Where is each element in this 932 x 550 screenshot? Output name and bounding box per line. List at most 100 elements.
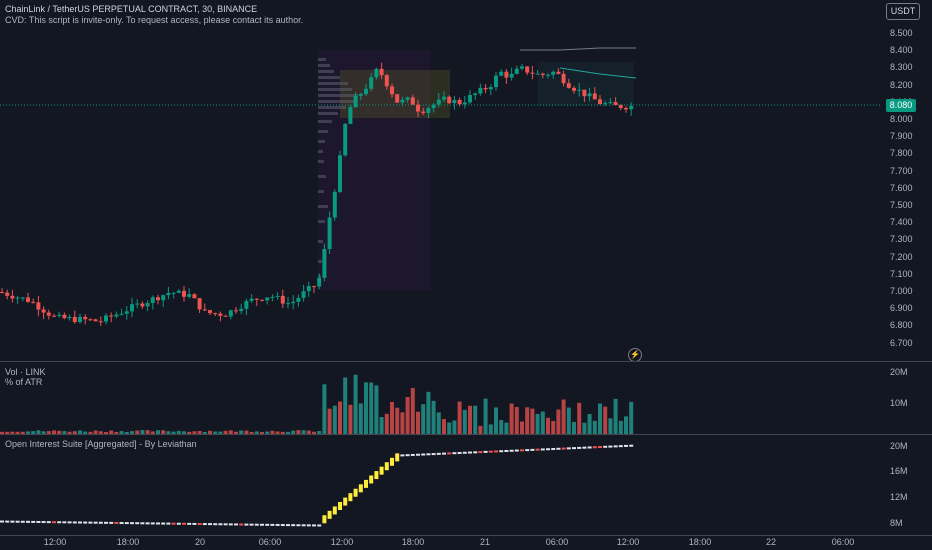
candle-body	[452, 99, 457, 104]
oi-segment	[254, 523, 259, 526]
volume-bar	[520, 421, 524, 434]
oi-segment	[280, 524, 285, 527]
candle-body	[15, 297, 20, 299]
candle-body	[228, 310, 233, 317]
oi-segment	[161, 522, 166, 525]
time-label: 20	[194, 537, 206, 547]
oi-segment	[109, 521, 114, 524]
oi-segment	[98, 521, 103, 524]
oi-segment	[130, 522, 134, 525]
volume-bar	[36, 430, 41, 434]
oi-segment	[504, 449, 509, 452]
price-chart[interactable]	[0, 0, 882, 360]
oi-segment	[202, 523, 207, 526]
candle-body	[603, 103, 608, 105]
volume-bar	[504, 422, 509, 434]
oi-segment	[270, 523, 275, 526]
oi-segment	[166, 522, 171, 525]
candle-body	[62, 314, 67, 319]
oi-segment	[473, 451, 478, 454]
symbol-title[interactable]: ChainLink / TetherUS PERPETUAL CONTRACT,…	[5, 4, 258, 14]
candle-body	[577, 89, 582, 91]
oi-segment	[546, 448, 550, 451]
oi-segment	[234, 523, 238, 526]
volume-bar	[364, 382, 368, 434]
candle-body	[405, 97, 410, 100]
candle-body	[104, 315, 108, 322]
candle-body	[260, 299, 264, 301]
oi-segment	[244, 523, 249, 526]
volume-bar	[192, 431, 197, 434]
oi-segment	[239, 523, 244, 526]
volume-bars[interactable]	[0, 362, 882, 434]
candle-body	[239, 308, 244, 311]
candle-body	[364, 88, 368, 95]
candle-body	[156, 297, 160, 301]
oi-segment	[436, 452, 441, 455]
candle-body	[306, 286, 311, 292]
band-upper	[520, 47, 636, 51]
oi-segment	[197, 522, 202, 525]
price-tick: 8.300	[890, 62, 913, 73]
candle-body	[369, 77, 374, 89]
value-area-box	[340, 70, 450, 118]
candle-body	[332, 191, 337, 218]
candle-body	[431, 104, 436, 109]
oi-title: Open Interest Suite [Aggregated] - By Le…	[5, 439, 197, 449]
volume-bar	[431, 400, 436, 434]
time-label: 12:00	[43, 537, 67, 547]
candle-body	[374, 68, 379, 78]
candle-body	[327, 217, 332, 249]
pane-separator-2[interactable]	[0, 434, 932, 435]
volume-bar	[130, 431, 134, 434]
oi-segment	[338, 502, 342, 510]
volume-bar	[15, 431, 20, 434]
price-axis[interactable]: 8.5008.4008.3008.2008.1008.0007.9007.800…	[882, 0, 932, 360]
volume-bar	[296, 430, 301, 434]
volume-bar	[556, 409, 561, 434]
volume-bar	[348, 404, 353, 434]
volume-bar	[525, 407, 530, 434]
oi-segment	[182, 522, 186, 525]
open-interest-chart[interactable]	[0, 435, 882, 535]
volume-bar	[473, 405, 478, 434]
candle-body	[88, 319, 93, 321]
price-tick: 8.500	[890, 28, 913, 38]
candle-body	[624, 107, 628, 110]
oi-segment	[468, 451, 472, 454]
candle-body	[202, 309, 207, 311]
volume-bar	[182, 431, 186, 434]
oi-segment	[629, 444, 634, 447]
candle-body	[592, 93, 597, 100]
candle-body	[462, 102, 467, 105]
price-tick: 6.900	[890, 303, 913, 314]
candle-body	[182, 290, 186, 297]
oi-segment	[572, 447, 576, 450]
pane-separator-1[interactable]	[0, 361, 932, 362]
oi-segment	[431, 453, 436, 456]
oi-segment	[452, 452, 457, 455]
time-axis-separator	[0, 535, 932, 536]
oi-segment	[488, 450, 493, 453]
volume-bar	[140, 430, 145, 434]
volume-bar	[509, 403, 514, 434]
volume-bar	[57, 430, 62, 434]
time-label: 18:00	[401, 537, 425, 547]
candle-body	[286, 303, 290, 305]
oi-segment	[561, 447, 566, 450]
volume-bar	[405, 397, 410, 434]
oi-segment	[416, 453, 420, 456]
oi-segment	[332, 506, 337, 515]
price-tick: 8.200	[890, 79, 913, 90]
oi-segment	[88, 521, 93, 524]
oi-segment	[249, 523, 254, 526]
volume-bar	[384, 413, 389, 434]
volume-bar	[587, 413, 592, 434]
price-tick: 6.800	[890, 320, 913, 331]
currency-button[interactable]: USDT	[886, 3, 920, 20]
candle-body	[20, 297, 25, 299]
candle-body	[582, 89, 587, 97]
lightning-icon[interactable]: ⚡	[628, 348, 642, 362]
volume-tick: 10M	[890, 398, 908, 408]
oi-segment	[46, 521, 51, 524]
